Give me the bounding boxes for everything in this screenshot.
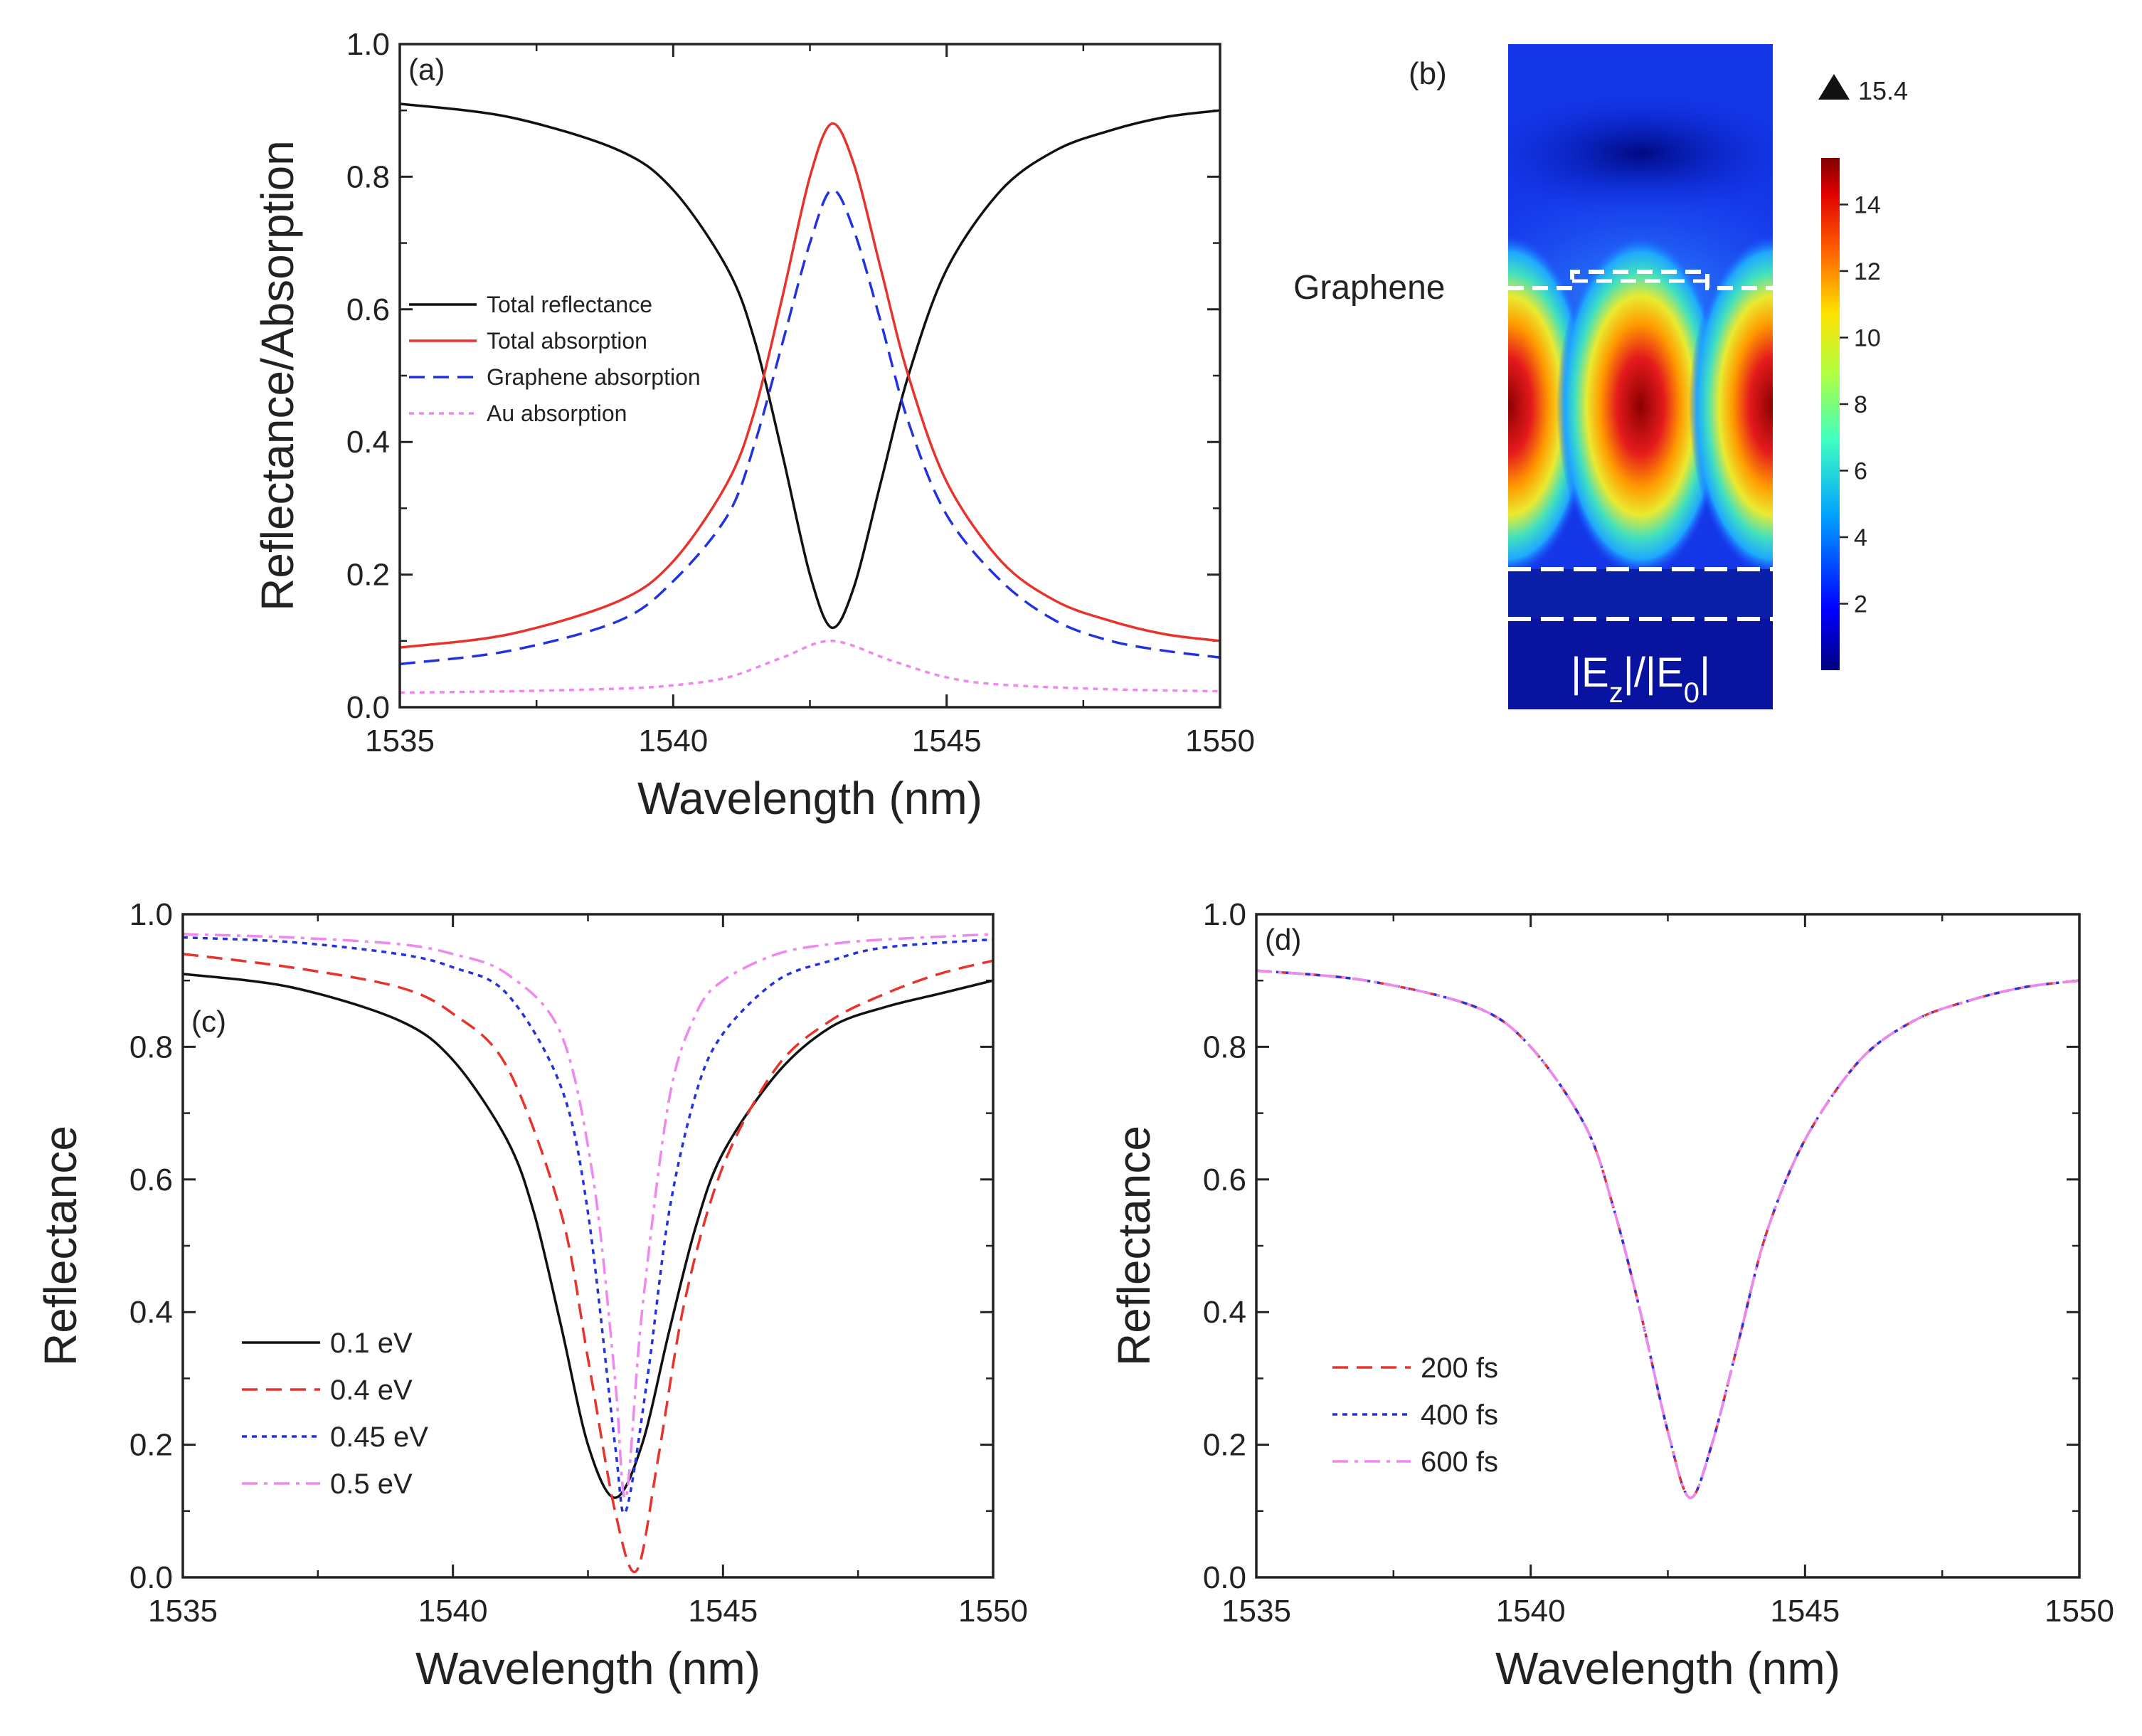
max-marker-triangle-icon — [1818, 74, 1850, 100]
panel-a-legend-label: Total reflectance — [487, 292, 652, 317]
panel-d-ytick-label: 0.0 — [1203, 1560, 1246, 1595]
panel-c-legend-label: 0.4 eV — [330, 1375, 413, 1406]
panel-d-xlabel: Wavelength (nm) — [1495, 1643, 1840, 1694]
panel-a-xtick-label: 1545 — [912, 724, 982, 758]
max-marker-value: 15.4 — [1858, 76, 1908, 105]
panel-c-label: (c) — [191, 1005, 226, 1038]
panel-d-ytick-label: 0.8 — [1203, 1030, 1246, 1064]
panel-d-ytick-label: 0.2 — [1203, 1428, 1246, 1463]
panel-d-series-line-2 — [1256, 969, 2080, 1499]
panel-c-legend-label: 0.45 eV — [330, 1422, 428, 1453]
panel-c-xtick-label: 1545 — [688, 1594, 758, 1629]
colorbar-tick-label: 6 — [1854, 457, 1867, 485]
panel-d-chart: 1535 1540 1545 1550 0.0 0.2 0.4 0.6 0.8 1.0 (d) Wav… — [1108, 897, 2114, 1694]
panel-a-legend-label: Graphene absorption — [487, 364, 701, 390]
colorbar-tick-label: 2 — [1854, 591, 1867, 618]
panel-d-plot-frame — [1255, 913, 2081, 1579]
panel-a-plot-frame — [398, 43, 1221, 709]
colorbar-ticks: 2 4 6 8 10 12 14 — [1840, 191, 1881, 618]
panel-c-series-line-4 — [182, 933, 994, 1501]
panel-a-ytick-label: 0.2 — [346, 558, 390, 593]
panel-c-xlabel: Wavelength (nm) — [415, 1643, 760, 1694]
panel-a-xlabel: Wavelength (nm) — [637, 773, 982, 824]
field-lobe-right — [1689, 235, 1773, 576]
panel-d-ytick-label: 1.0 — [1203, 897, 1246, 932]
panel-a-label: (a) — [408, 53, 445, 86]
panel-a-xtick-label: 1540 — [638, 724, 708, 758]
colorbar-tick-label: 14 — [1854, 191, 1881, 218]
field-lobe-center — [1557, 235, 1724, 576]
graphene-boundary-line — [1508, 270, 1773, 290]
colorbar-tick-label: 8 — [1854, 391, 1867, 418]
panel-a-ytick-label: 1.0 — [346, 27, 390, 62]
panel-b-label: (b) — [1409, 56, 1447, 91]
panel-c-series-line-2 — [182, 953, 994, 1574]
panel-c-xtick-label: 1535 — [148, 1594, 218, 1629]
panel-b-field-map: (b) Graphene |Ez|/|E0| 15.4 2 4 6 8 10 12 14 — [1293, 44, 1908, 709]
panel-c-series-line-3 — [182, 936, 994, 1515]
panel-a-series-line-2 — [399, 122, 1221, 649]
panel-d-xtick-label: 1545 — [1770, 1594, 1840, 1629]
panel-d-ytick-label: 0.6 — [1203, 1163, 1246, 1197]
panel-a-ytick-label: 0.6 — [346, 292, 390, 327]
panel-a-xtick-label: 1550 — [1185, 724, 1255, 758]
panel-d-label: (d) — [1265, 923, 1301, 956]
panel-c-ytick-label: 0.2 — [129, 1428, 173, 1463]
graphene-label: Graphene — [1293, 269, 1446, 307]
panel-c-plot-frame — [181, 913, 995, 1579]
panel-c-ytick-label: 0.8 — [129, 1030, 173, 1064]
panel-d-series-line-3 — [1256, 969, 2080, 1499]
panel-a-chart: 1535 1540 1545 1550 0.0 0.2 0.4 0.6 0.8 1.0 (a) Wav… — [252, 27, 1255, 824]
panel-c-chart: 1535 1540 1545 1550 0.0 0.2 0.4 0.6 0.8 1.0 (c) Wav… — [35, 897, 1028, 1694]
panel-a-series-line-4 — [399, 640, 1221, 694]
panel-c-legend-label: 0.5 eV — [330, 1468, 413, 1500]
field-map-gold-layer — [1508, 619, 1773, 709]
panel-c-ylabel: Reflectance — [35, 1126, 86, 1366]
panel-c-ytick-label: 0.0 — [129, 1560, 173, 1595]
field-label: |Ez|/|E0| — [1571, 650, 1710, 709]
panel-a-ylabel: Reflectance/Absorption — [252, 140, 303, 611]
colorbar-tick-label: 10 — [1854, 324, 1881, 351]
panel-c-legend-label: 0.1 eV — [330, 1328, 413, 1359]
panel-d-series-line-1 — [1256, 969, 2080, 1499]
panel-d-legend-label: 400 fs — [1421, 1399, 1498, 1431]
panel-a-series-line-1 — [399, 102, 1221, 629]
panel-c-ytick-label: 0.4 — [129, 1295, 173, 1330]
panel-c-xtick-label: 1540 — [418, 1594, 488, 1629]
panel-d-ytick-label: 0.4 — [1203, 1295, 1246, 1330]
colorbar-tick-label: 12 — [1854, 258, 1881, 285]
panel-d-legend-label: 600 fs — [1421, 1446, 1498, 1478]
panel-c-ytick-label: 1.0 — [129, 897, 173, 932]
panel-a-ytick-label: 0.4 — [346, 425, 390, 460]
panel-d-xtick-label: 1535 — [1221, 1594, 1291, 1629]
panel-a-ytick-label: 0.8 — [346, 159, 390, 194]
panel-c-ytick-label: 0.6 — [129, 1163, 173, 1197]
colorbar — [1821, 158, 1840, 670]
panel-a-xtick-label: 1535 — [365, 724, 435, 758]
panel-a-legend-label: Total absorption — [487, 328, 647, 354]
panel-c-xtick-label: 1550 — [958, 1594, 1028, 1629]
panel-d-ylabel: Reflectance — [1108, 1126, 1160, 1366]
panel-c-series-line-1 — [182, 973, 994, 1499]
panel-d-xtick-label: 1540 — [1496, 1594, 1566, 1629]
panel-a-series-line-3 — [399, 189, 1221, 666]
panel-d-legend-label: 200 fs — [1421, 1353, 1498, 1384]
colorbar-tick-label: 4 — [1854, 524, 1867, 551]
panel-a-ytick-label: 0.0 — [346, 690, 390, 725]
panel-a-legend-label: Au absorption — [487, 401, 627, 426]
panel-d-xtick-label: 1550 — [2045, 1594, 2114, 1629]
